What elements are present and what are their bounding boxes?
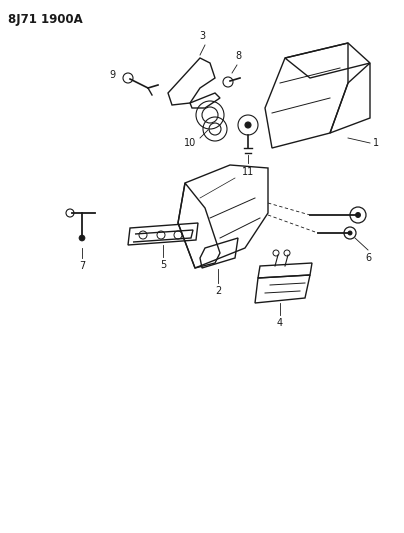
Text: 3: 3 — [199, 31, 205, 41]
Text: 5: 5 — [160, 260, 166, 270]
Circle shape — [79, 235, 85, 241]
Text: 7: 7 — [79, 261, 85, 271]
Text: 10: 10 — [184, 138, 196, 148]
Text: 11: 11 — [242, 167, 254, 177]
Circle shape — [355, 212, 361, 218]
Circle shape — [347, 230, 353, 236]
Text: 9: 9 — [109, 70, 115, 80]
Text: 8J71 1900A: 8J71 1900A — [8, 13, 83, 26]
Circle shape — [245, 122, 251, 128]
Text: 2: 2 — [215, 286, 221, 296]
Text: 8: 8 — [235, 51, 241, 61]
Text: 1: 1 — [373, 138, 379, 148]
Text: 6: 6 — [365, 253, 371, 263]
Text: 4: 4 — [277, 318, 283, 328]
